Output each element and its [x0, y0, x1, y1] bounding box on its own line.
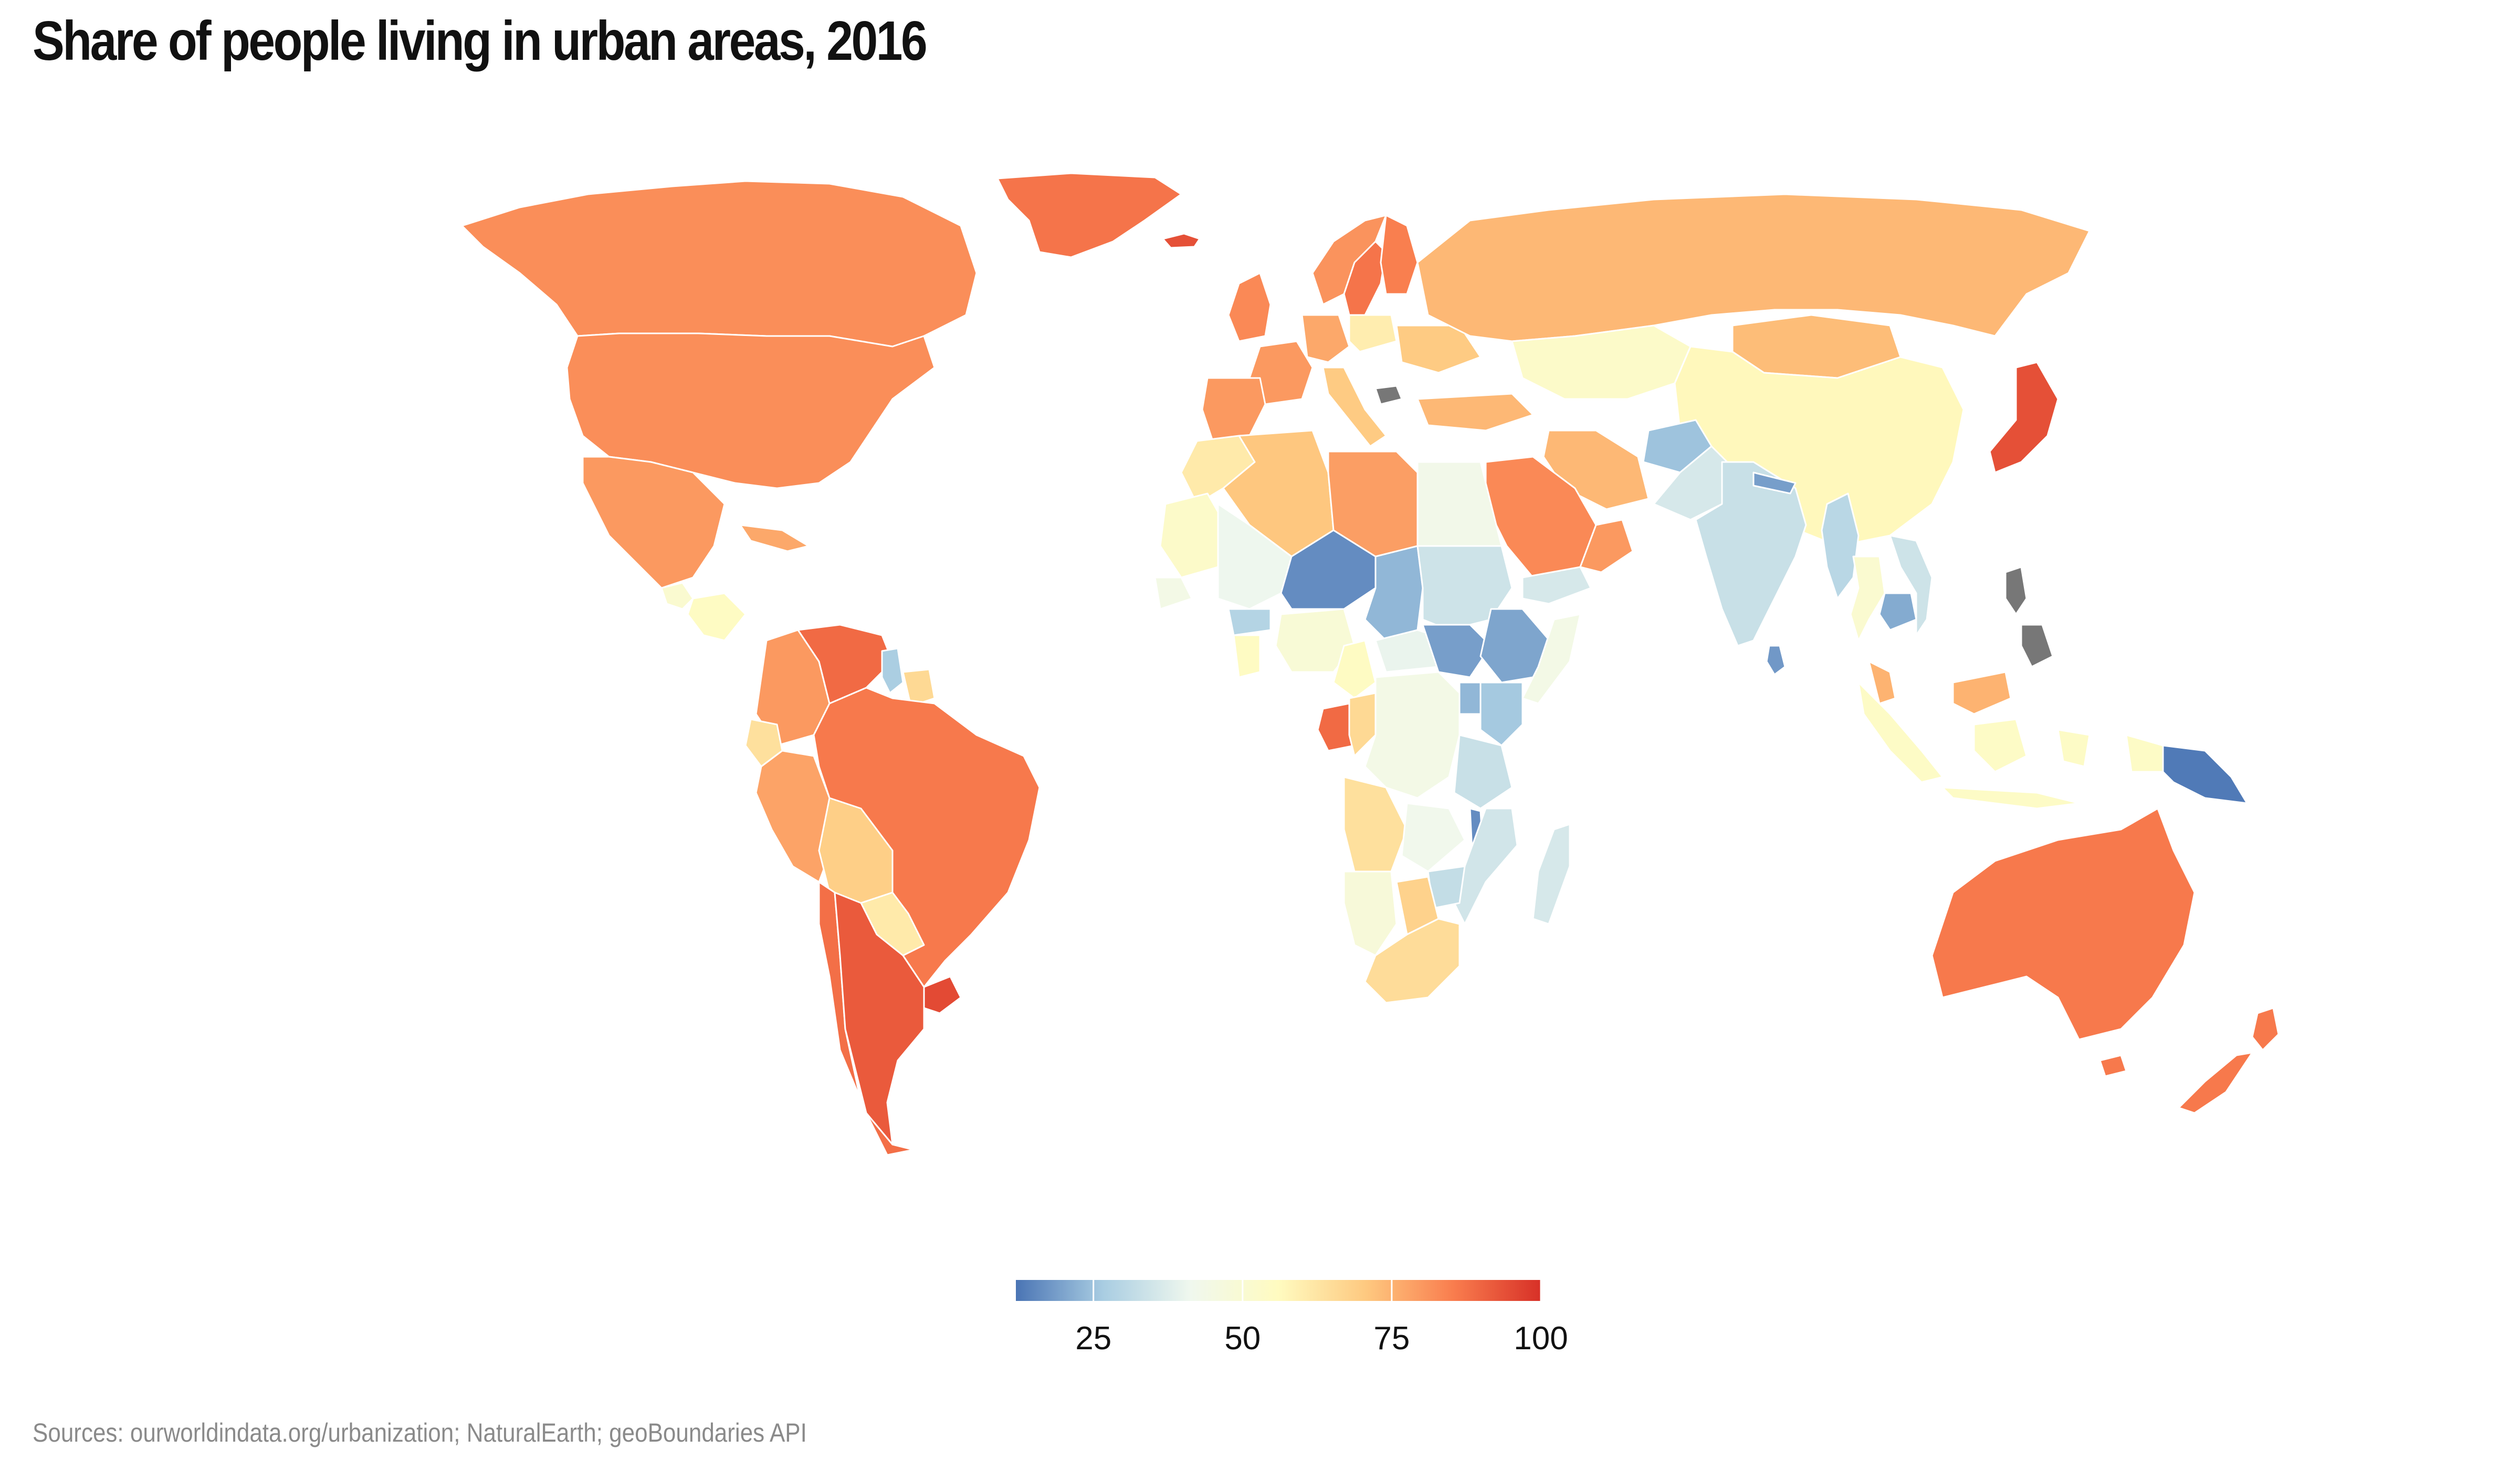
- region-iceland: [1162, 233, 1201, 249]
- region-zambia: [1401, 802, 1466, 873]
- region-cambodia: [1878, 592, 1917, 631]
- region-india: [1695, 461, 1807, 647]
- region-guatemala: [660, 582, 694, 610]
- region-japan: [1989, 361, 2059, 474]
- region-new-zealand: [2178, 1007, 2280, 1114]
- region-mali: [1217, 503, 1293, 610]
- region-nepal: [1752, 471, 1797, 495]
- region-madagascar: [1532, 823, 1571, 925]
- region-dr-congo: [1364, 671, 1461, 799]
- region-kenya: [1479, 681, 1524, 747]
- legend-tick-label: 75: [1373, 1320, 1410, 1357]
- legend-tick-label: 50: [1224, 1320, 1261, 1357]
- region-venezuela: [797, 624, 894, 705]
- region-australia: [1931, 807, 2196, 1077]
- region-philippines: [2004, 566, 2054, 668]
- region-turkey: [1416, 393, 1534, 432]
- region-poland: [1348, 314, 1398, 353]
- region-yemen: [1521, 566, 1592, 605]
- legend-ticks: 25 50 75 100: [1075, 1280, 1568, 1357]
- region-senegal: [1154, 576, 1193, 610]
- region-cameroon: [1332, 639, 1377, 699]
- region-myanmar: [1821, 492, 1860, 600]
- legend-color-bar: [1016, 1280, 1541, 1301]
- legend-tick-label: 25: [1075, 1320, 1111, 1357]
- chart-title: Share of people living in urban areas, 2…: [33, 10, 928, 72]
- region-italy: [1322, 366, 1387, 447]
- region-burkina-faso: [1227, 608, 1272, 636]
- region-niger: [1280, 529, 1377, 610]
- region-ghana: [1233, 634, 1261, 678]
- region-finland: [1380, 214, 1419, 295]
- region-tanzania: [1453, 734, 1513, 810]
- source-note: Sources: ourworldindata.org/urbanization…: [33, 1418, 807, 1447]
- region-south-africa: [1364, 918, 1461, 1004]
- region-south-sudan: [1422, 624, 1492, 678]
- region-thailand: [1850, 555, 1886, 642]
- region-somalia: [1521, 613, 1581, 705]
- region-greenland: [996, 172, 1182, 258]
- region-nigeria: [1275, 608, 1356, 673]
- region-papua-new-guinea: [2162, 744, 2248, 804]
- legend-tick-label: 100: [1514, 1320, 1568, 1357]
- region-kosovo: [1374, 385, 1403, 405]
- region-guyana: [881, 647, 904, 694]
- region-malaysia: [1868, 660, 2012, 715]
- region-argentina: [834, 891, 925, 1146]
- region-congo: [1348, 692, 1377, 757]
- region-sri-lanka: [1766, 645, 1786, 676]
- region-germany: [1301, 314, 1350, 363]
- region-united-states: [566, 332, 936, 489]
- region-gabon: [1317, 702, 1356, 752]
- region-suriname: [902, 668, 936, 707]
- region-honduras: [687, 592, 747, 642]
- region-mexico: [582, 456, 726, 589]
- region-vietnam: [1889, 534, 1933, 636]
- region-cuba: [739, 524, 810, 552]
- region-indonesia: [1857, 681, 2164, 810]
- region-united-kingdom: [1227, 272, 1272, 342]
- region-oman: [1579, 519, 1634, 573]
- region-uruguay: [923, 975, 962, 1014]
